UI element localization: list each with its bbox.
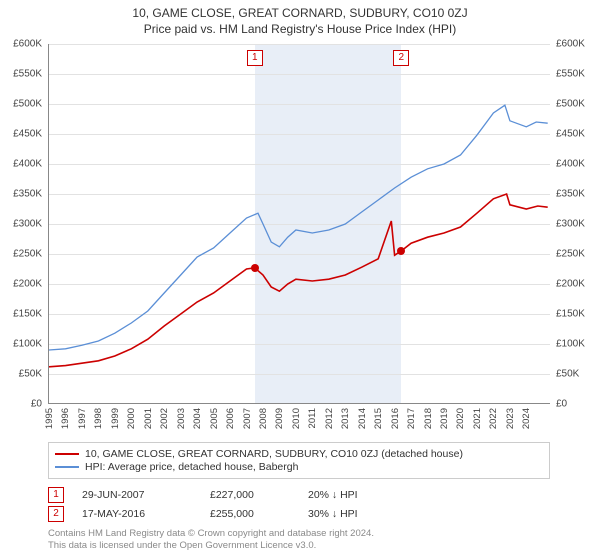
chart-area: 12 £0£0£50K£50K£100K£100K£150K£150K£200K…: [48, 44, 550, 404]
sale-row: 2 17-MAY-2016 £255,000 30% ↓ HPI: [48, 506, 550, 522]
x-tick-label: 2008: [258, 408, 269, 429]
x-tick-label: 2006: [225, 408, 236, 429]
y-tick-label-right: £550K: [556, 69, 585, 80]
x-tick-label: 2017: [406, 408, 417, 429]
footer: Contains HM Land Registry data © Crown c…: [48, 528, 374, 552]
series-property: [49, 194, 548, 367]
plot-region: 12: [48, 44, 550, 404]
y-tick-label: £0: [31, 399, 42, 410]
x-tick-label: 2015: [373, 408, 384, 429]
titles: 10, GAME CLOSE, GREAT CORNARD, SUDBURY, …: [0, 0, 600, 36]
y-tick-label-right: £150K: [556, 309, 585, 320]
y-tick-label: £600K: [13, 39, 42, 50]
sale-price: £227,000: [210, 489, 290, 501]
y-tick-label: £150K: [13, 309, 42, 320]
x-tick-label: 2016: [390, 408, 401, 429]
x-tick-label: 2014: [357, 408, 368, 429]
chart-container: 10, GAME CLOSE, GREAT CORNARD, SUDBURY, …: [0, 0, 600, 560]
y-tick-label: £200K: [13, 279, 42, 290]
x-tick-label: 1999: [110, 408, 121, 429]
x-tick-label: 2012: [324, 408, 335, 429]
y-tick-label: £300K: [13, 219, 42, 230]
series-hpi: [49, 105, 548, 350]
x-tick-label: 2007: [242, 408, 253, 429]
sale-marker: 1: [48, 487, 64, 503]
x-tick-label: 2024: [521, 408, 532, 429]
y-tick-label-right: £300K: [556, 219, 585, 230]
x-tick-label: 2019: [439, 408, 450, 429]
x-tick-label: 2003: [176, 408, 187, 429]
x-tick-label: 2000: [126, 408, 137, 429]
y-tick-label: £350K: [13, 189, 42, 200]
x-tick-label: 2021: [472, 408, 483, 429]
x-tick-label: 2022: [488, 408, 499, 429]
x-tick-label: 2002: [159, 408, 170, 429]
y-tick-label-right: £0: [556, 399, 567, 410]
sale-price: £255,000: [210, 508, 290, 520]
legend-item: 10, GAME CLOSE, GREAT CORNARD, SUDBURY, …: [55, 448, 543, 460]
y-tick-label-right: £500K: [556, 99, 585, 110]
sales-table: 1 29-JUN-2007 £227,000 20% ↓ HPI 2 17-MA…: [48, 484, 550, 525]
y-tick-label: £550K: [13, 69, 42, 80]
y-tick-label: £500K: [13, 99, 42, 110]
x-tick-label: 2018: [423, 408, 434, 429]
sale-delta: 30% ↓ HPI: [308, 508, 550, 520]
chart-lines: [49, 44, 551, 404]
x-tick-label: 1997: [77, 408, 88, 429]
sale-date: 17-MAY-2016: [82, 508, 192, 520]
y-tick-label-right: £50K: [556, 369, 579, 380]
x-tick-label: 2010: [291, 408, 302, 429]
legend-swatch: [55, 466, 79, 468]
footer-line: This data is licensed under the Open Gov…: [48, 540, 374, 552]
sale-marker-box: 2: [393, 50, 409, 66]
y-tick-label-right: £450K: [556, 129, 585, 140]
chart-subtitle: Price paid vs. HM Land Registry's House …: [0, 22, 600, 36]
legend: 10, GAME CLOSE, GREAT CORNARD, SUDBURY, …: [48, 442, 550, 479]
y-tick-label: £50K: [19, 369, 42, 380]
sale-point-dot: [251, 264, 259, 272]
x-tick-label: 2013: [340, 408, 351, 429]
sale-marker: 2: [48, 506, 64, 522]
y-tick-label-right: £100K: [556, 339, 585, 350]
y-tick-label-right: £400K: [556, 159, 585, 170]
y-tick-label-right: £350K: [556, 189, 585, 200]
legend-label: 10, GAME CLOSE, GREAT CORNARD, SUDBURY, …: [85, 448, 463, 460]
x-tick-label: 2020: [455, 408, 466, 429]
y-tick-label: £250K: [13, 249, 42, 260]
sale-row: 1 29-JUN-2007 £227,000 20% ↓ HPI: [48, 487, 550, 503]
footer-line: Contains HM Land Registry data © Crown c…: [48, 528, 374, 540]
x-tick-label: 2004: [192, 408, 203, 429]
y-tick-label: £100K: [13, 339, 42, 350]
legend-item: HPI: Average price, detached house, Babe…: [55, 461, 543, 473]
y-tick-label: £400K: [13, 159, 42, 170]
sale-delta: 20% ↓ HPI: [308, 489, 550, 501]
chart-title: 10, GAME CLOSE, GREAT CORNARD, SUDBURY, …: [0, 6, 600, 20]
sale-point-dot: [397, 247, 405, 255]
x-tick-label: 2009: [274, 408, 285, 429]
sale-marker-box: 1: [247, 50, 263, 66]
x-tick-label: 2023: [505, 408, 516, 429]
y-tick-label-right: £600K: [556, 39, 585, 50]
sale-date: 29-JUN-2007: [82, 489, 192, 501]
x-tick-label: 1995: [44, 408, 55, 429]
legend-swatch: [55, 453, 79, 455]
legend-label: HPI: Average price, detached house, Babe…: [85, 461, 298, 473]
x-tick-label: 1998: [93, 408, 104, 429]
x-tick-label: 2011: [307, 408, 318, 428]
x-tick-label: 2001: [143, 408, 154, 429]
y-tick-label-right: £250K: [556, 249, 585, 260]
y-tick-label: £450K: [13, 129, 42, 140]
y-tick-label-right: £200K: [556, 279, 585, 290]
x-tick-label: 2005: [209, 408, 220, 429]
x-tick-label: 1996: [60, 408, 71, 429]
